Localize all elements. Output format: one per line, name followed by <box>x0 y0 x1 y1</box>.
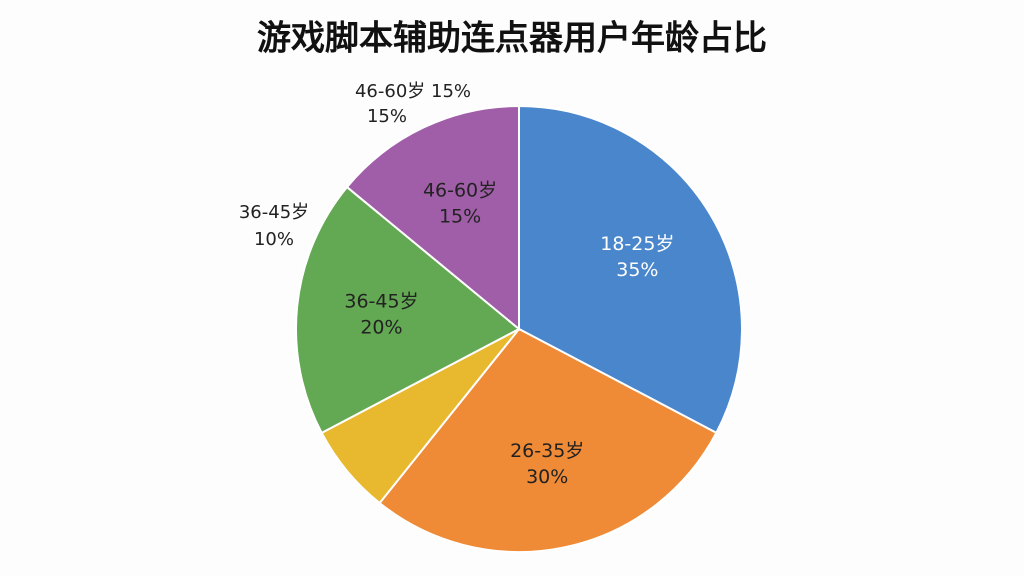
pie-slice <box>518 104 743 435</box>
annotation: 10% <box>254 229 294 250</box>
slice-value-label: 20% <box>360 316 402 338</box>
pie-slice <box>295 185 521 435</box>
pie-slice <box>345 104 520 332</box>
slice-category-label: 18-25岁 <box>600 233 674 255</box>
slice-value-label: 35% <box>616 259 658 281</box>
slice-category-label: 26-35岁 <box>510 440 584 462</box>
annotation: 36-45岁 <box>239 202 309 223</box>
annotation: 15% <box>367 106 407 127</box>
slice-value-label: 30% <box>526 466 568 488</box>
slice-value-label: 15% <box>439 205 481 227</box>
chart-title: 游戏脚本辅助连点器用户年龄占比 <box>257 19 767 59</box>
pie-slice <box>378 327 718 553</box>
slice-category-label: 36-45岁 <box>344 290 418 312</box>
annotation: 46-60岁 15% <box>355 81 471 102</box>
slice-category-label: 46-60岁 <box>423 179 497 201</box>
